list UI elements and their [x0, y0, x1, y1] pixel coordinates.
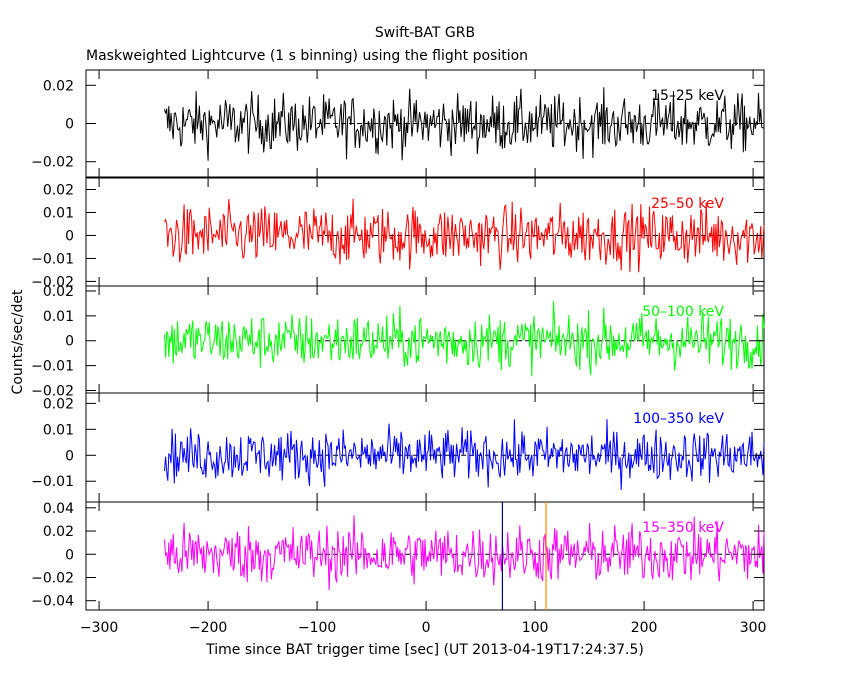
band-label: 25–50 keV — [651, 196, 724, 212]
x-axis-label: Time since BAT trigger time [sec] (UT 20… — [205, 642, 644, 658]
x-axis: −300 −200 −100 0 100 200 300 — [80, 620, 767, 636]
x-tick-label: 300 — [740, 620, 767, 636]
y-tick-label: −0.02 — [31, 274, 74, 290]
x-tick-label: −200 — [189, 620, 227, 636]
y-tick-label: 0 — [65, 228, 74, 244]
panel-frame — [85, 501, 765, 611]
panel-1: −0.02 −0.01 0 0.01 0.02 25–50 keV — [31, 177, 765, 290]
y-tick-label: 0 — [65, 117, 74, 133]
x-tick-label: 200 — [631, 620, 658, 636]
series-line — [164, 87, 765, 161]
y-tick-label: 0.01 — [43, 309, 74, 325]
panel-2: −0.02 −0.01 0 0.01 0.02 50–100 keV — [31, 284, 765, 400]
series-line — [164, 198, 765, 273]
y-tick-label: 0.01 — [43, 205, 74, 221]
y-tick-label: 0.02 — [43, 524, 74, 540]
y-tick-label: −0.01 — [31, 474, 74, 490]
y-tick-label: 0.02 — [43, 78, 74, 94]
y-tick-label: −0.01 — [31, 251, 74, 267]
panels-group: −0.02 0 0.02 15–25 keV −0.02 −0.01 0 0.01 0.02 25… — [31, 69, 765, 611]
band-label: 15–25 keV — [651, 88, 724, 104]
y-tick-label: 0.01 — [43, 422, 74, 438]
x-tick-label: 100 — [522, 620, 549, 636]
panel-frame — [85, 285, 765, 394]
y-tick-label: −0.02 — [31, 384, 74, 400]
x-tick-label: −100 — [298, 620, 336, 636]
panel-4: −0.04 −0.02 0 0.02 0.04 15–350 keV — [31, 501, 765, 611]
y-tick-label: 0.04 — [43, 501, 74, 517]
y-tick-label: −0.02 — [31, 570, 74, 586]
x-tick-label: 0 — [422, 620, 431, 636]
y-axis-label: Counts/sec/det — [10, 289, 26, 394]
band-label: 50–100 keV — [642, 304, 724, 320]
panel-0: −0.02 0 0.02 15–25 keV — [31, 69, 765, 178]
x-tick-label: −300 — [80, 620, 118, 636]
y-tick-label: −0.02 — [31, 155, 74, 171]
y-tick-label: 0 — [65, 448, 74, 464]
y-tick-label: 0.02 — [43, 284, 74, 300]
y-tick-label: −0.04 — [31, 594, 74, 610]
chart-title: Swift-BAT GRB — [375, 25, 475, 41]
chart-subtitle: Maskweighted Lightcurve (1 s binning) us… — [86, 48, 528, 64]
band-label: 100–350 keV — [633, 411, 724, 427]
y-tick-label: 0.02 — [43, 396, 74, 412]
y-tick-label: 0.02 — [43, 182, 74, 198]
panel-3: −0.01 0 0.01 0.02 100–350 keV — [31, 392, 765, 503]
y-tick-label: 0 — [65, 334, 74, 350]
y-tick-label: −0.01 — [31, 359, 74, 375]
y-tick-label: 0 — [65, 547, 74, 563]
band-label: 15–350 keV — [642, 520, 724, 536]
series-line — [164, 301, 765, 377]
series-line — [164, 515, 765, 591]
series-line — [164, 419, 765, 490]
